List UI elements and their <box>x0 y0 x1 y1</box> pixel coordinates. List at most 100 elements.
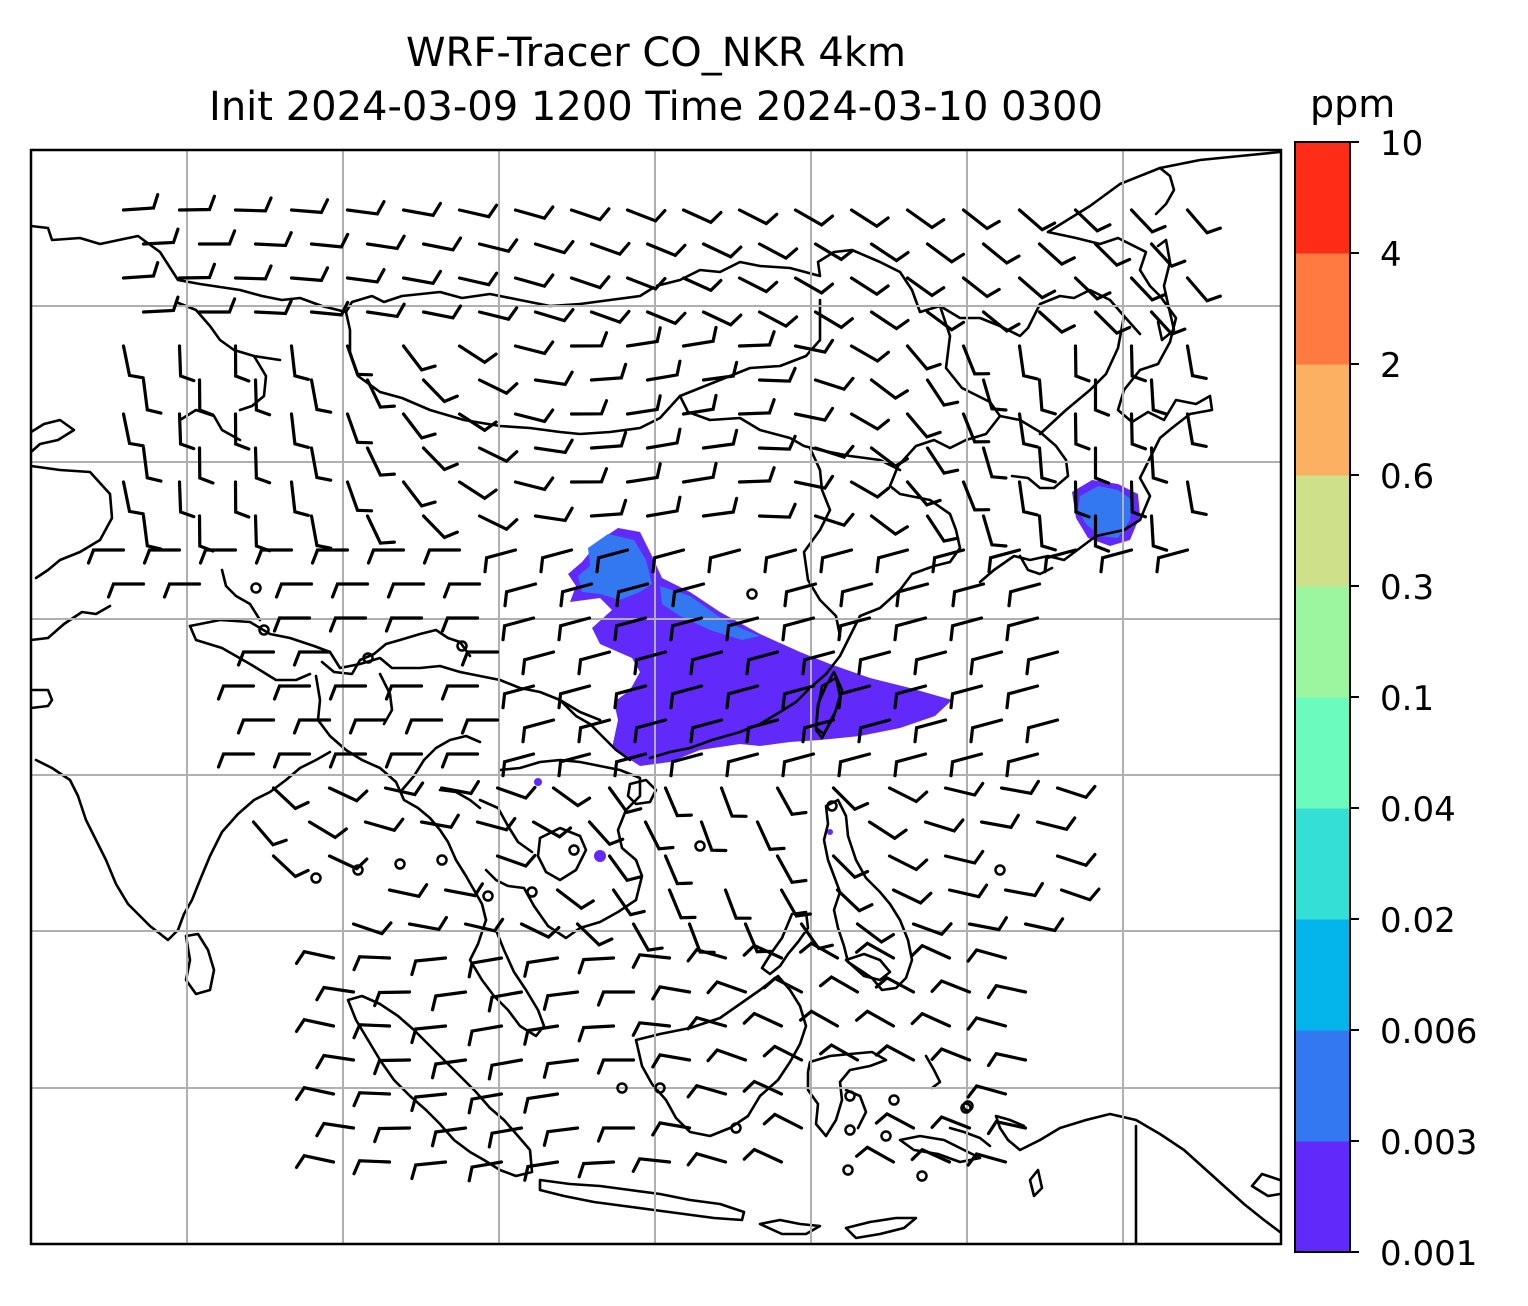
wind-barb <box>961 344 991 376</box>
wind-barb <box>981 446 1008 480</box>
wind-barb <box>837 616 872 642</box>
wind-barb <box>555 888 595 911</box>
colorbar-tick-label: 4 <box>1380 235 1402 275</box>
wind-barb <box>407 915 448 932</box>
wind-barb <box>757 366 797 383</box>
wind-barb <box>669 752 704 778</box>
wind-barb <box>801 718 836 744</box>
wind-barb <box>533 370 574 387</box>
wind-barb <box>1017 344 1039 381</box>
wind-barb <box>910 1011 952 1028</box>
wind-barb <box>905 208 946 230</box>
wind-barb <box>233 480 251 519</box>
wind-barb <box>1093 514 1111 553</box>
wind-barb <box>410 1160 448 1181</box>
wind-barb <box>1093 242 1132 268</box>
wind-barb <box>236 650 276 667</box>
wind-barb <box>643 820 675 851</box>
coastlines <box>31 150 1281 1244</box>
map-title: WRF-Tracer CO_NKR 4km <box>405 30 907 76</box>
calm-wind-marker <box>394 858 406 870</box>
wind-barb <box>495 853 537 868</box>
wind-barb <box>460 718 500 735</box>
wind-barb <box>837 752 872 778</box>
wind-barb <box>1037 378 1057 416</box>
wind-barb <box>162 582 202 599</box>
wind-barb <box>533 308 575 323</box>
wind-barb <box>309 300 350 317</box>
tracer-speck <box>827 829 833 835</box>
wind-barb <box>271 854 310 879</box>
wind-barb <box>689 650 724 676</box>
wind-barb <box>681 276 723 293</box>
wind-barb <box>986 1119 1028 1136</box>
calm-wind-marker <box>362 652 374 664</box>
wind-barb <box>867 820 908 841</box>
wind-barb <box>671 582 706 608</box>
wind-barb <box>197 514 215 553</box>
calm-wind-marker <box>352 864 364 876</box>
tracer-speck <box>594 850 606 862</box>
wind-barb <box>121 480 145 516</box>
wind-barb <box>477 446 519 464</box>
wind-barb <box>757 502 797 519</box>
wind-barb <box>121 344 145 380</box>
wind-barb <box>352 1159 392 1176</box>
wind-barb <box>667 888 697 920</box>
wind-barb <box>875 548 910 574</box>
wind-barb <box>631 922 664 952</box>
wind-barb <box>837 684 872 710</box>
wind-barb <box>1023 917 1065 933</box>
wind-barb <box>893 684 928 710</box>
wind-barb <box>775 786 808 817</box>
wind-barb <box>869 378 909 401</box>
wind-barb <box>467 1160 504 1183</box>
wind-barb <box>307 820 348 840</box>
wind-barb <box>925 446 960 475</box>
wind-barb <box>813 310 854 330</box>
calm-wind-marker <box>844 1090 856 1102</box>
wind-barb <box>253 299 293 316</box>
colorbar-tick-label: 0.3 <box>1380 568 1434 608</box>
wind-barb <box>1055 852 1097 868</box>
wind-barb <box>577 956 616 975</box>
wind-barb <box>569 467 609 484</box>
wind-barb <box>487 990 524 1013</box>
wind-barb <box>813 512 855 528</box>
wind-barb <box>404 718 444 735</box>
wind-barb <box>857 718 892 744</box>
wind-barb <box>569 207 611 222</box>
wind-barb <box>831 854 870 880</box>
wind-barb <box>542 990 580 1011</box>
wind-barb <box>645 359 682 382</box>
wind-barb <box>869 242 910 263</box>
wind-barb <box>1129 412 1147 451</box>
wind-barb <box>1007 582 1042 608</box>
wind-barb <box>373 1126 412 1144</box>
wind-barb <box>475 817 517 832</box>
wind-barb <box>1129 344 1147 383</box>
wind-barb <box>365 302 406 319</box>
wind-barb <box>706 980 748 995</box>
wind-barb <box>781 616 816 642</box>
wind-barb <box>631 1157 672 1173</box>
calm-wind-marker <box>730 1122 742 1134</box>
wind-barb <box>401 412 437 440</box>
wind-barb <box>533 240 575 255</box>
wind-barb <box>521 718 556 744</box>
wind-barb <box>757 310 799 329</box>
wind-barb <box>401 201 442 218</box>
wind-barb <box>197 297 237 314</box>
wind-barb <box>274 582 314 599</box>
wind-barb <box>1185 412 1208 448</box>
wind-barb <box>681 461 718 484</box>
wind-barb <box>272 752 312 769</box>
wind-barb <box>596 1126 636 1143</box>
colorbar-tick-label: 0.001 <box>1380 1234 1477 1274</box>
calm-wind-marker <box>436 854 448 866</box>
wind-barb <box>681 393 718 416</box>
wind-barb <box>651 1121 692 1137</box>
wind-barb <box>365 234 406 251</box>
wind-barb <box>742 943 784 960</box>
